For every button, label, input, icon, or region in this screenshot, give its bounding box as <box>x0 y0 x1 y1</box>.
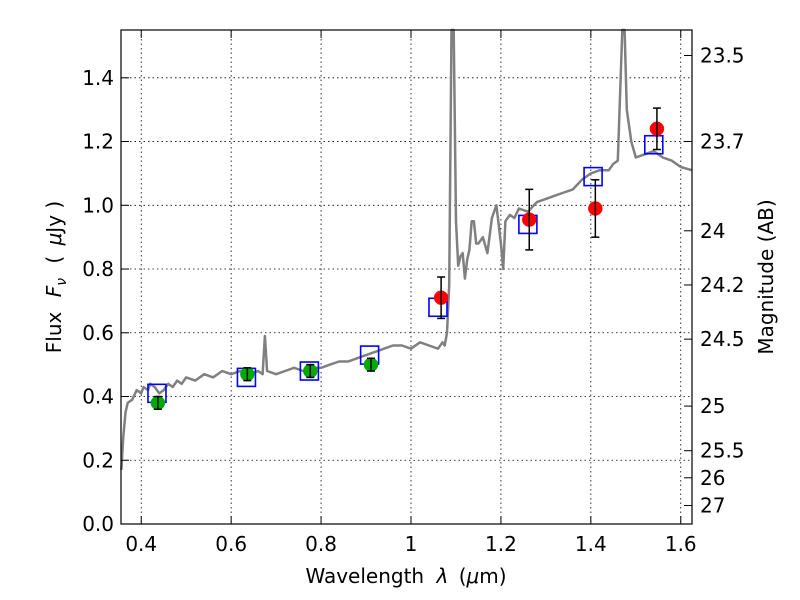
model-photometry-square <box>299 361 320 381</box>
x-tick-label: 0.4 <box>125 532 157 556</box>
y-tick-label: 1.0 <box>82 193 114 217</box>
y-tick-label: 0.8 <box>82 257 114 281</box>
x-tick-label: 1 <box>405 532 418 556</box>
y2-tick-label: 24 <box>700 219 725 243</box>
y-tick-label: 0.6 <box>82 321 114 345</box>
y-axis-label: Flux Fν ( μJy ) <box>42 201 71 353</box>
y-tick-label: 0.4 <box>82 385 114 409</box>
x-tick-label: 0.6 <box>215 532 247 556</box>
y-tick-label: 1.2 <box>82 130 114 154</box>
y2-tick-label: 27 <box>700 494 725 518</box>
y2-tick-label: 24.2 <box>700 273 745 297</box>
y2-axis-label: Magnitude (AB) <box>754 199 778 354</box>
x-tick-label: 1.4 <box>575 532 607 556</box>
y-tick-label: 0.2 <box>82 448 114 472</box>
marker-layer <box>147 107 665 411</box>
model-photometry-square <box>643 134 664 155</box>
y2-tick-label: 25 <box>700 394 725 418</box>
y2-tick-label: 24.5 <box>700 327 745 351</box>
grid-layer <box>121 30 692 525</box>
y2-tick-label: 25.5 <box>700 439 745 463</box>
x-axis-label: Wavelength λ (μm) <box>305 564 506 588</box>
x-tick-label: 0.8 <box>305 532 337 556</box>
y-tick-label: 0.0 <box>82 512 114 536</box>
x-tick-label: 1.2 <box>485 532 517 556</box>
model-photometry-square <box>583 166 603 187</box>
y2-tick-label: 23.7 <box>700 130 745 154</box>
spectrum-line <box>120 28 693 470</box>
tick-layer: 0.4 0.6 0.8 1 1.2 1.4 1.6 0.0 0.2 0.4 0.6 0.8 1.0 1.2… <box>82 30 745 556</box>
x-tick-label: 1.6 <box>665 532 697 556</box>
spectrum-layer <box>120 28 693 470</box>
y-tick-label: 1.4 <box>82 66 114 90</box>
y2-tick-label: 23.5 <box>700 43 745 67</box>
y2-tick-label: 26 <box>700 466 725 490</box>
plot-frame <box>120 29 693 525</box>
